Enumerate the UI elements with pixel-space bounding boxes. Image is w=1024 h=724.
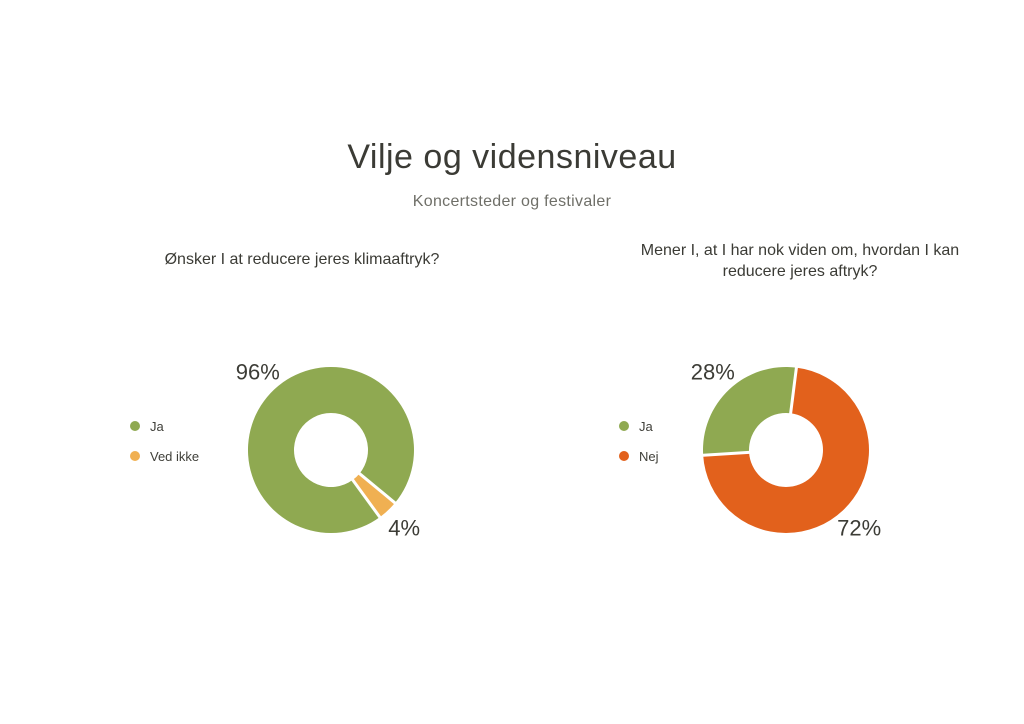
slice-ja — [247, 367, 414, 534]
legend-label: Ja — [639, 418, 653, 434]
slice-gap — [350, 477, 383, 520]
data-label-ved-ikke: 4% — [388, 516, 420, 541]
legend-item-ja: Ja — [619, 411, 659, 441]
legend-swatch-icon — [130, 421, 140, 431]
data-label-nej: 72% — [837, 516, 881, 541]
data-label-ja: 28% — [691, 360, 735, 385]
slice-gap — [357, 471, 398, 506]
slice-gap — [788, 365, 799, 416]
chart1-question: Ønsker I at reducere jeres klimaaftryk? — [164, 251, 440, 268]
page-subtitle: Koncertsteder og festivaler — [412, 193, 612, 210]
legend-swatch-icon — [619, 451, 629, 461]
data-label-ja: 96% — [236, 360, 280, 385]
legend-item-nej: Nej — [619, 441, 659, 471]
slice-ved-ikke — [352, 473, 395, 518]
slice-gap — [701, 450, 752, 457]
page-title: Vilje og vidensniveau — [347, 138, 677, 176]
slice-nej — [703, 367, 869, 533]
legend-item-ja: Ja — [130, 411, 199, 441]
chart1-donut: 96% 4% — [236, 360, 420, 541]
slice-ja — [702, 366, 797, 456]
legend-swatch-icon — [619, 421, 629, 431]
chart2-legend: Ja Nej — [619, 411, 659, 471]
chart1-legend: Ja Ved ikke — [130, 411, 199, 471]
legend-label: Ved ikke — [150, 448, 200, 464]
chart2-donut: 28% 72% — [691, 360, 881, 541]
legend-item-ved-ikke: Ved ikke — [130, 441, 199, 471]
legend-label: Ja — [150, 418, 164, 434]
chart2-question: Mener I, at I har nok viden om, hvordan … — [640, 242, 960, 280]
legend-swatch-icon — [130, 451, 140, 461]
legend-label: Nej — [639, 448, 659, 464]
